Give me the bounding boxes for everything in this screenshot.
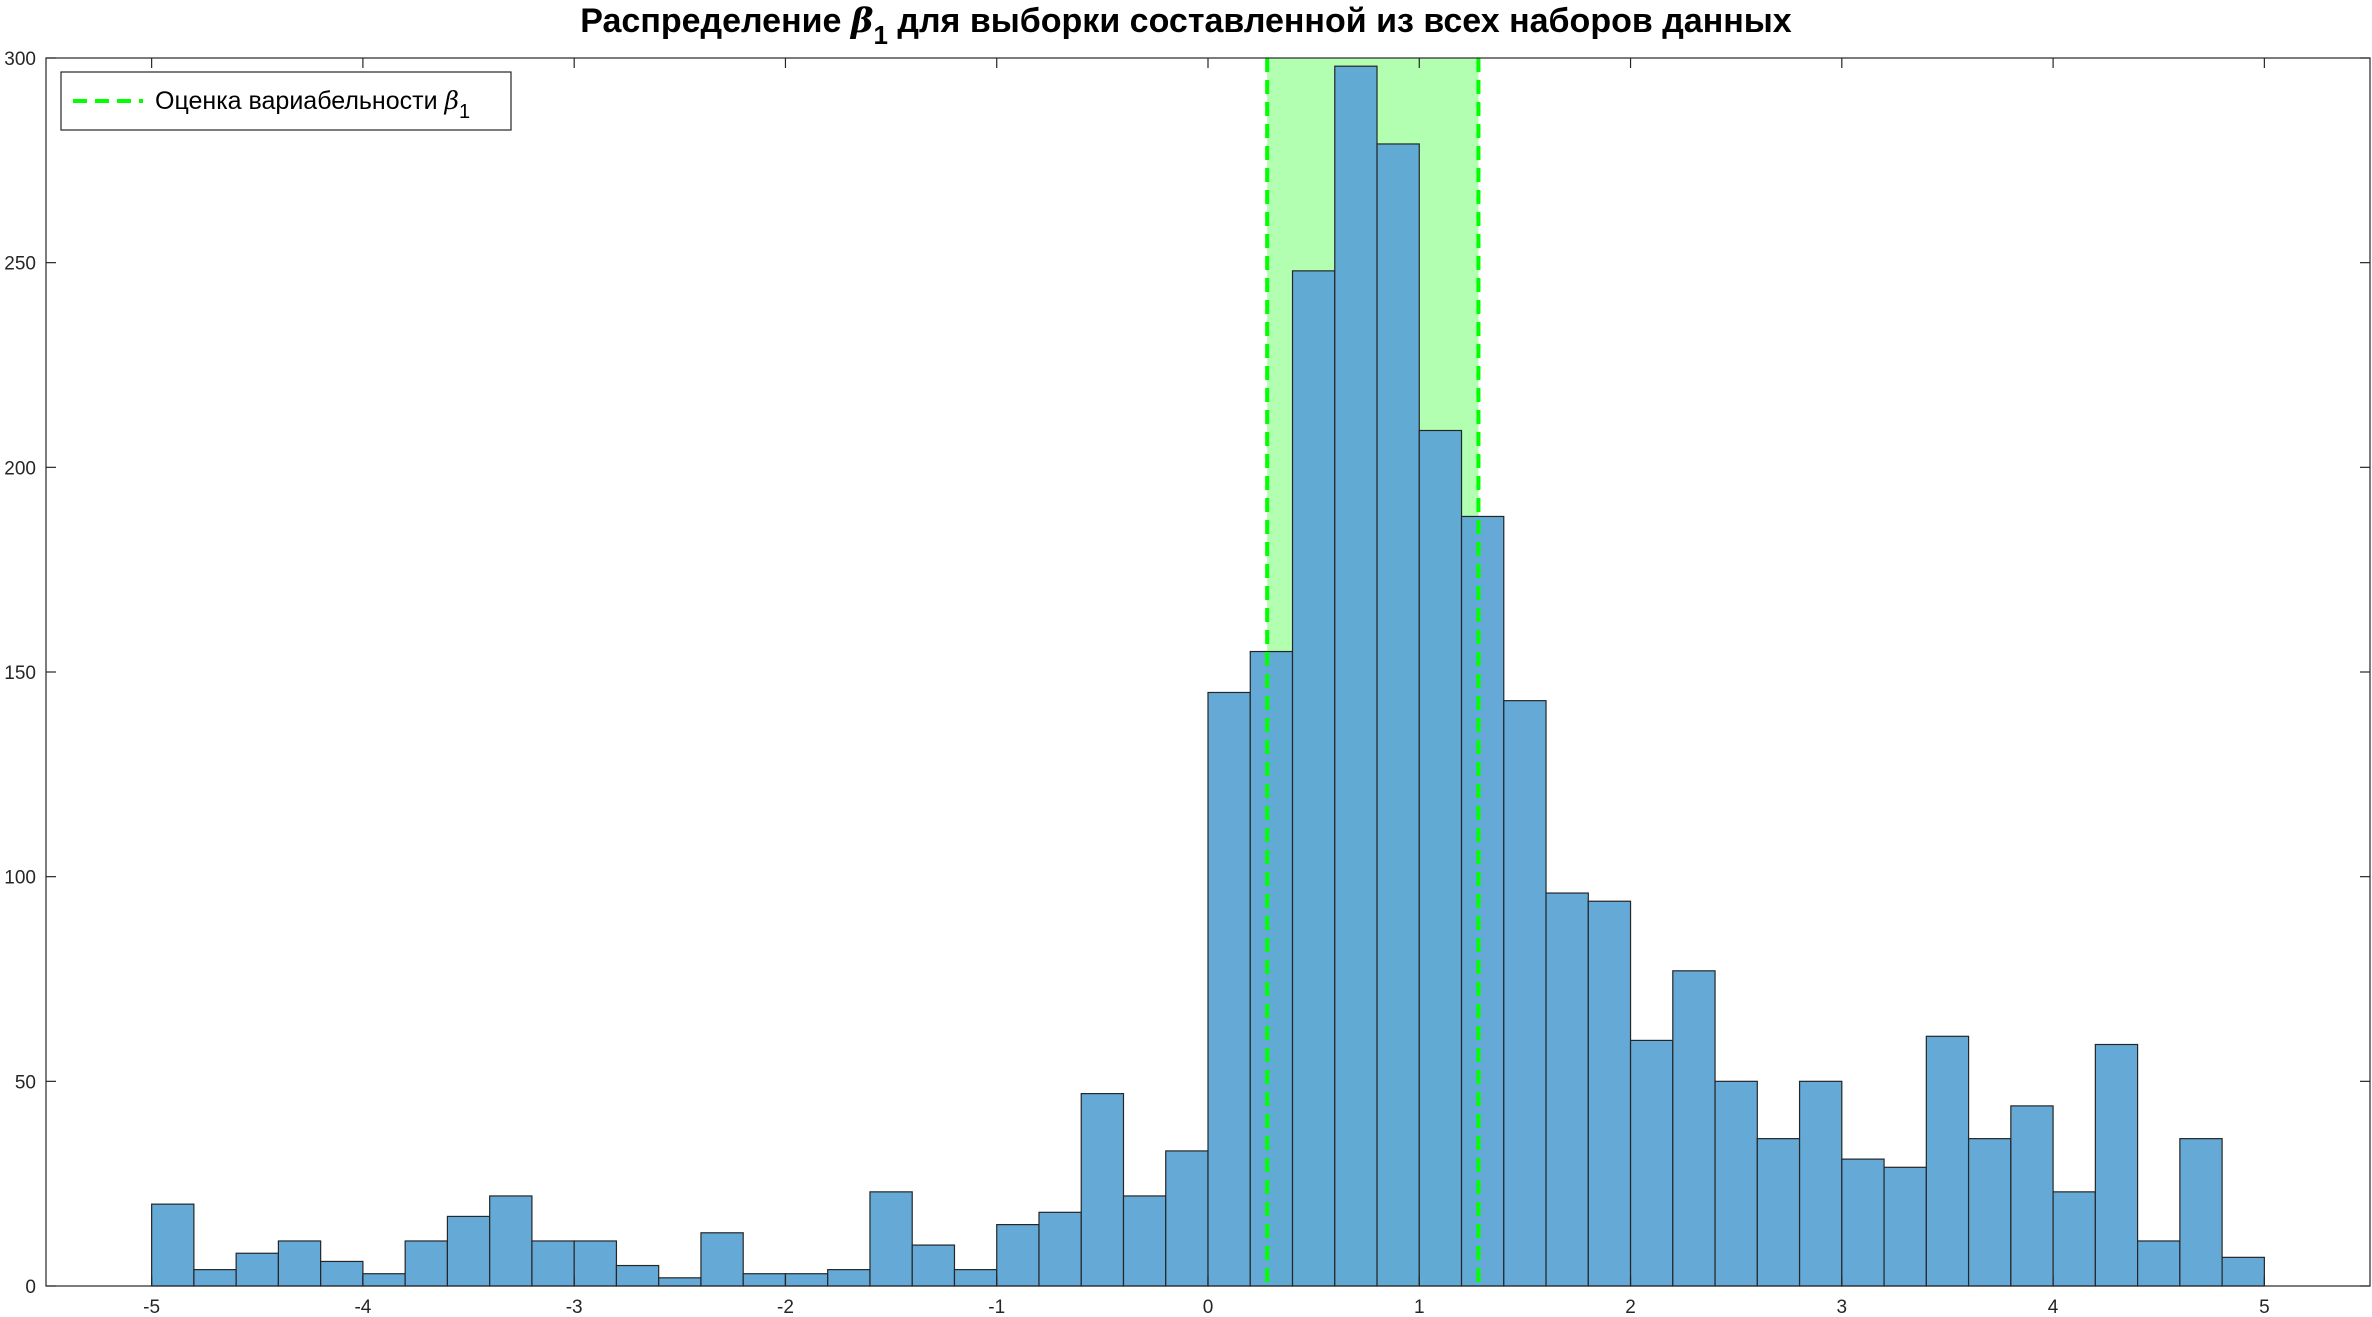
histogram-bar (1714, 1080, 1758, 1287)
histogram-bar (1460, 515, 1505, 1287)
histogram-bar (1629, 1039, 1674, 1287)
x-tick-label: -4 (354, 1297, 371, 1317)
histogram-bar (911, 1244, 956, 1287)
histogram-bar (1841, 1158, 1885, 1287)
histogram-bar (1122, 1195, 1167, 1287)
histogram-bar (2052, 1191, 2096, 1287)
y-tick-label: 0 (25, 1277, 36, 1298)
title-beta-symbol: β (849, 1, 874, 41)
histogram-bar (1207, 691, 1251, 1287)
histogram-bar (1883, 1166, 1927, 1287)
histogram-bar (1798, 1080, 1843, 1287)
histogram-bar (658, 1277, 702, 1287)
histogram-bar (869, 1191, 913, 1287)
histogram-bar (193, 1269, 237, 1287)
title-suffix: для выборки составленной из всех наборов… (888, 2, 1792, 40)
histogram-bar (742, 1273, 787, 1287)
legend: Оценка вариабельности β1 (60, 71, 512, 131)
variability-lines-layer (1265, 58, 1481, 1286)
histogram-bar (1967, 1138, 2012, 1287)
histogram-bar (1334, 65, 1378, 1287)
histogram-bar (1376, 143, 1420, 1287)
histogram-bar (2221, 1256, 2265, 1287)
histogram-bar (1503, 700, 1547, 1287)
y-tick-label: 50 (15, 1072, 36, 1093)
histogram-bar (1165, 1150, 1209, 1287)
x-tick-label: -1 (988, 1297, 1005, 1317)
title-subscript: 1 (873, 20, 887, 50)
histogram-bar (573, 1240, 618, 1287)
y-tick-label: 200 (4, 458, 36, 479)
bars-layer (151, 65, 2265, 1287)
x-tick-label: 0 (1203, 1297, 1214, 1317)
histogram-bar (1038, 1211, 1082, 1287)
legend-label: Оценка вариабельности β1 (155, 86, 470, 123)
histogram-bar (996, 1223, 1040, 1287)
histogram-bar (1418, 429, 1463, 1287)
histogram-bar (446, 1215, 491, 1287)
histogram-bar (404, 1240, 449, 1287)
histogram-bar (1756, 1138, 1801, 1287)
x-tick-label: -2 (777, 1297, 794, 1317)
histogram-bar (1080, 1093, 1125, 1287)
y-tick-label: 100 (4, 868, 36, 889)
x-tick-label: 5 (2259, 1297, 2270, 1317)
histogram-bar (827, 1269, 871, 1287)
legend-box (60, 71, 512, 131)
x-tick-label: 3 (1837, 1297, 1848, 1317)
x-tick-label: -3 (566, 1297, 583, 1317)
chart-title: Распределение β1 для выборки составленно… (580, 1, 1792, 50)
x-tick-label: 4 (2048, 1297, 2059, 1317)
y-tick-label: 150 (4, 663, 36, 684)
histogram-bar (362, 1273, 406, 1287)
histogram-bar (1545, 892, 1589, 1287)
histogram-bar (1587, 900, 1632, 1287)
histogram-bar (1925, 1035, 1970, 1287)
histogram-bar (151, 1203, 195, 1287)
histogram-bar (1672, 970, 1716, 1287)
x-tick-label: 1 (1414, 1297, 1425, 1317)
legend-beta-symbol: β (444, 86, 459, 115)
histogram-bar (2179, 1138, 2223, 1287)
histogram-bar (2094, 1043, 2139, 1287)
histogram-bar (615, 1264, 660, 1287)
x-tick-label: -5 (143, 1297, 160, 1317)
histogram-bar (489, 1195, 533, 1287)
x-tick-label: 2 (1625, 1297, 1636, 1317)
histogram-bar (531, 1240, 575, 1287)
histogram-bar (784, 1273, 829, 1287)
y-tick-label: 300 (4, 49, 36, 70)
title-prefix: Распределение (580, 2, 851, 40)
histogram-bar (320, 1260, 364, 1287)
histogram-bar (2010, 1105, 2054, 1287)
histogram-bar (277, 1240, 322, 1287)
histogram-bar (1249, 650, 1294, 1287)
histogram-bar (235, 1252, 280, 1287)
histogram-bar (700, 1232, 744, 1287)
histogram-bar (2137, 1240, 2181, 1287)
legend-label-prefix: Оценка вариабельности (155, 87, 445, 115)
histogram-bar (1291, 270, 1336, 1287)
y-tick-label: 250 (4, 254, 36, 275)
histogram-bar (953, 1269, 998, 1287)
legend-subscript: 1 (459, 101, 470, 123)
